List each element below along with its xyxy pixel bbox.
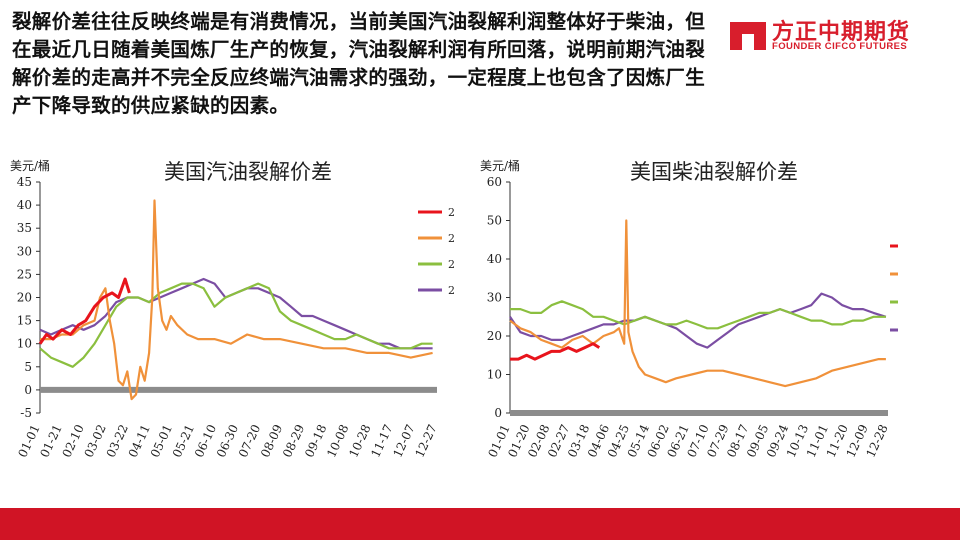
y-tick-label: 20 xyxy=(17,291,32,305)
legend-label-2019: 2019 xyxy=(448,258,455,271)
chart-title: 美国柴油裂解价差 xyxy=(630,160,798,184)
series-line-2018 xyxy=(509,292,887,349)
y-tick-label: 20 xyxy=(487,329,502,343)
legend-label-2018: 2018 xyxy=(448,284,455,297)
series-line-2020 xyxy=(509,219,886,388)
gasoline-crack-spread-chart: 美国汽油裂解价差美元/桶-505101520253035404501-0101-… xyxy=(10,158,455,460)
y-tick-label: 10 xyxy=(17,337,32,351)
diesel-crack-spread-chart: 美国柴油裂解价差美元/桶010203040506001-0101-2002-08… xyxy=(480,158,898,460)
y-tick-label: 25 xyxy=(17,267,32,281)
headline-text: 裂解价差往往反映终端是有消费情况，当前美国汽油裂解利润整体好于柴油，但在最近几日… xyxy=(12,10,706,117)
y-axis-label: 美元/桶 xyxy=(480,158,520,173)
legend-label-2020: 2020 xyxy=(448,232,455,245)
y-tick-label: -5 xyxy=(20,406,32,420)
y-tick-label: 40 xyxy=(487,252,502,266)
y-tick-label: 35 xyxy=(17,221,32,235)
y-tick-label: 50 xyxy=(487,214,502,228)
y-tick-label: 5 xyxy=(24,360,32,374)
series-line-2021 xyxy=(510,342,601,361)
y-tick-label: 10 xyxy=(487,368,502,382)
series-line-2021 xyxy=(38,277,131,345)
y-tick-label: 0 xyxy=(494,406,502,420)
y-tick-label: 30 xyxy=(487,291,502,305)
series-line-2019 xyxy=(39,282,433,368)
footer-bar xyxy=(0,508,960,540)
y-tick-label: 30 xyxy=(17,244,32,258)
y-tick-label: 40 xyxy=(17,198,32,212)
y-tick-label: 0 xyxy=(24,383,32,397)
y-tick-label: 60 xyxy=(487,175,502,189)
logo-chinese-name: 方正中期期货 xyxy=(772,20,911,45)
series-line-2020 xyxy=(40,199,433,401)
y-tick-label: 15 xyxy=(17,314,32,328)
chart-title: 美国汽油裂解价差 xyxy=(164,160,332,184)
series-line-2019 xyxy=(510,300,886,330)
legend-label-2021: 2021 xyxy=(448,206,455,219)
logo-english-name: FOUNDER CIFCO FUTURES xyxy=(772,41,908,52)
y-axis-label: 美元/桶 xyxy=(10,158,50,173)
logo-mark-icon xyxy=(730,22,766,50)
company-logo: 方正中期期货 FOUNDER CIFCO FUTURES xyxy=(728,14,948,54)
y-tick-label: 45 xyxy=(17,175,32,189)
